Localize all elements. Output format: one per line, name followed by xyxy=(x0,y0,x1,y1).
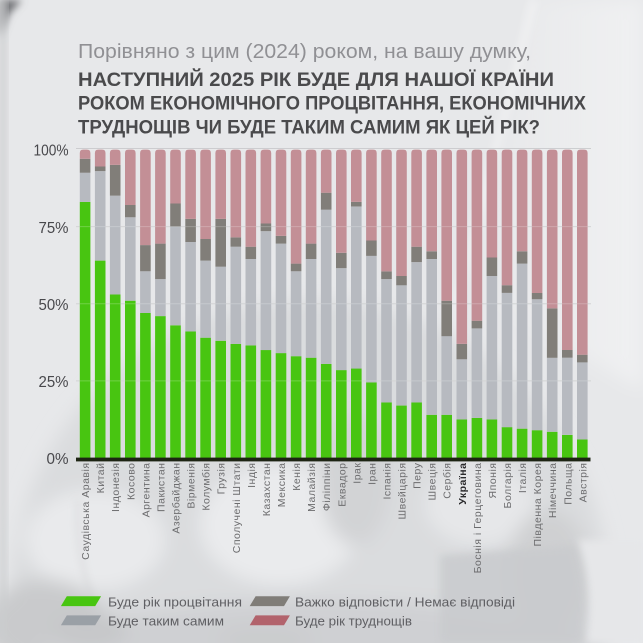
svg-text:РОКОМ ЕКОНОМІЧНОГО ПРОЦВІТАННЯ: РОКОМ ЕКОНОМІЧНОГО ПРОЦВІТАННЯ, ЕКОНОМІЧ… xyxy=(78,93,586,115)
svg-text:Індія: Індія xyxy=(246,463,258,488)
svg-text:Буде таким самим: Буде таким самим xyxy=(108,614,224,629)
svg-text:Грузія: Грузія xyxy=(216,463,228,495)
svg-text:Сербія: Сербія xyxy=(442,463,454,499)
svg-text:Саудівська Аравія: Саудівська Аравія xyxy=(80,463,92,560)
svg-text:Пакистан: Пакистан xyxy=(155,463,167,512)
svg-text:Вірменія: Вірменія xyxy=(186,463,198,509)
svg-text:Важко відповісти / Немає відпо: Важко відповісти / Немає відповіді xyxy=(295,595,515,610)
svg-text:75%: 75% xyxy=(39,220,69,237)
svg-text:Філіппіни: Філіппіни xyxy=(321,463,333,512)
svg-text:50%: 50% xyxy=(39,297,69,314)
svg-text:Буде рік процвітання: Буде рік процвітання xyxy=(108,595,242,610)
svg-text:0%: 0% xyxy=(47,451,69,468)
svg-text:Швейцарія: Швейцарія xyxy=(397,463,409,520)
svg-text:Малайзія: Малайзія xyxy=(306,463,318,512)
svg-text:Японія: Японія xyxy=(487,463,499,499)
svg-text:Мексика: Мексика xyxy=(276,463,288,508)
svg-text:Колумбія: Колумбія xyxy=(201,463,213,511)
svg-text:Порівняно з цим (2024) роком,: Порівняно з цим (2024) роком, на вашу ду… xyxy=(78,41,531,63)
svg-text:Південна Корея: Південна Корея xyxy=(532,463,544,547)
svg-text:Італія: Італія xyxy=(517,463,529,494)
svg-text:Азербайджан: Азербайджан xyxy=(171,463,183,534)
svg-text:Перу: Перу xyxy=(412,462,424,489)
svg-text:Еквадор: Еквадор xyxy=(336,463,348,507)
svg-text:Німеччина: Німеччина xyxy=(547,463,559,519)
svg-text:Аргентина: Аргентина xyxy=(140,463,152,518)
svg-text:Польща: Польща xyxy=(562,463,574,505)
svg-text:Боснія і Герцеговина: Боснія і Герцеговина xyxy=(472,463,484,574)
svg-text:Казахстан: Казахстан xyxy=(261,463,273,517)
svg-text:Ірак: Ірак xyxy=(351,463,363,484)
svg-text:Косово: Косово xyxy=(125,463,137,500)
svg-text:Україна: Україна xyxy=(457,463,469,505)
svg-text:Іран: Іран xyxy=(366,463,378,485)
svg-text:Індонезія: Індонезія xyxy=(110,463,122,512)
svg-text:25%: 25% xyxy=(39,374,69,391)
svg-text:ТРУДНОЩІВ ЧИ БУДЕ ТАКИМ САМИМ: ТРУДНОЩІВ ЧИ БУДЕ ТАКИМ САМИМ ЯК ЦЕЙ РІК… xyxy=(78,114,540,138)
svg-text:100%: 100% xyxy=(34,143,69,160)
svg-text:НАСТУПНИЙ 2025 РІК БУДЕ ДЛЯ НА: НАСТУПНИЙ 2025 РІК БУДЕ ДЛЯ НАШОЇ КРАЇНИ xyxy=(78,67,554,91)
svg-text:Сполучені Штати: Сполучені Штати xyxy=(231,463,243,554)
svg-text:Кенія: Кенія xyxy=(291,463,303,491)
svg-text:Китай: Китай xyxy=(95,463,107,494)
svg-text:Іспанія: Іспанія xyxy=(382,463,394,500)
svg-text:Швеція: Швеція xyxy=(427,463,439,501)
svg-text:Австрія: Австрія xyxy=(577,463,589,503)
svg-text:Болгарія: Болгарія xyxy=(502,463,514,509)
svg-text:Буде рік труднощів: Буде рік труднощів xyxy=(295,614,412,629)
